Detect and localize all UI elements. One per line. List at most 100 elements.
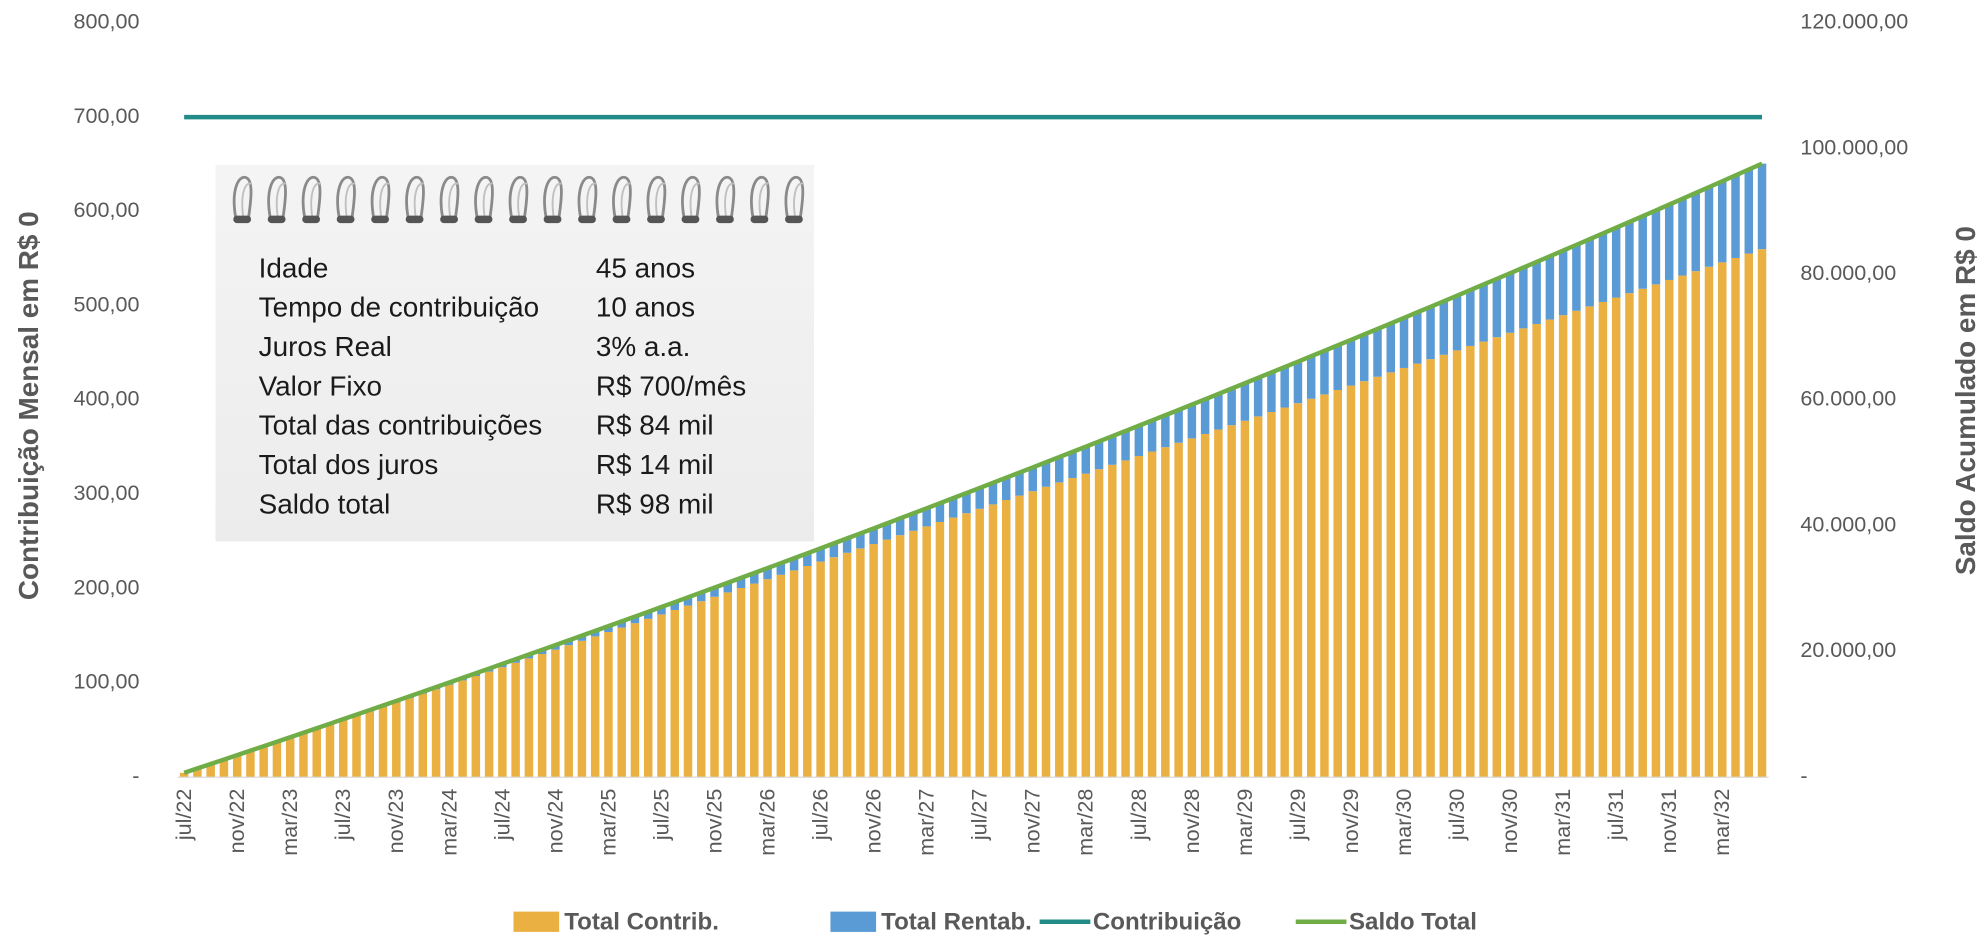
bar [630,616,640,624]
bar [895,535,905,778]
y-tick-label: 600,00 [74,197,140,222]
bar [219,759,229,778]
bar [1492,337,1502,778]
bar [1346,339,1356,386]
x-tick-label: nov/31 [1656,789,1681,854]
bar [1757,249,1767,778]
bar [1280,367,1289,408]
bar [1439,301,1449,355]
bar [1055,457,1064,483]
y2-tick-label: 60.000,00 [1800,386,1896,411]
bar [882,539,892,778]
x-tick-label: mar/32 [1709,789,1734,856]
ring [681,176,701,219]
y-tick-label: 500,00 [74,291,140,316]
bar [842,552,852,778]
bar [975,487,984,509]
bar [1134,455,1144,778]
ring [301,176,322,219]
x-tick-label: jul/23 [330,789,355,842]
bar [935,503,945,522]
ring-hole [578,215,596,224]
ring [405,176,425,219]
bar [1293,403,1303,778]
bar [1691,192,1700,272]
x-tick-label: mar/25 [595,789,620,856]
bar [1664,204,1674,280]
ring [551,182,562,219]
bar [1306,398,1316,778]
ring [508,176,529,219]
x-tick-label: mar/29 [1232,789,1257,856]
x-tick-label: mar/27 [914,789,939,856]
info-label: Valor Fixo [259,370,382,401]
x-tick-label: mar/28 [1073,789,1098,856]
ring [379,182,390,219]
info-label: Total das contribuições [259,410,543,441]
bar [193,768,202,778]
bar [1359,334,1369,382]
bar [856,548,865,778]
bar [1413,363,1422,778]
bar [272,742,282,778]
ring-hole [750,215,769,224]
bar [1545,319,1555,778]
x-tick-label: jul/30 [1444,789,1469,842]
ring-hole [716,215,734,224]
bar [763,579,772,778]
bar [458,680,467,778]
bar [1691,271,1700,778]
bar [1227,425,1236,778]
legend-label: Total Rentab. [881,908,1032,935]
bar [710,587,719,597]
bar [1572,244,1581,311]
ring-hole [336,215,355,224]
bar [617,627,626,778]
y-tick-label: 100,00 [74,669,140,694]
bar [1068,477,1077,778]
bar [750,572,759,584]
y-tick-label: 400,00 [74,386,140,411]
x-tick-label: jul/26 [808,789,833,842]
bar [988,482,998,505]
legend-label: Total Contrib. [564,908,719,935]
bar [378,706,388,778]
ring [336,176,356,219]
info-value: 45 anos [596,252,695,283]
bar [471,676,481,778]
bar [1651,210,1661,285]
bar [1492,278,1502,338]
ring [750,176,770,219]
bar [643,611,653,619]
bar [1001,477,1011,500]
bar [339,720,348,778]
ring-hole [302,215,321,224]
plot-area [179,114,1767,778]
bar [922,526,931,778]
bar [590,636,600,778]
info-label: Juros Real [259,331,392,362]
bar [1200,433,1210,778]
bar [1678,275,1687,778]
bar [1001,499,1011,778]
x-tick-label: jul/25 [648,789,673,842]
bar [1452,295,1462,351]
bar [1320,394,1329,778]
bar [1399,317,1409,368]
bar [988,504,998,778]
bar [1068,451,1077,478]
ring [577,176,598,219]
bar [1598,233,1608,302]
bar [405,698,414,778]
x-tick-label: jul/31 [1603,789,1628,842]
bar [617,621,626,628]
bar [789,570,799,778]
bar [723,592,733,778]
ring [344,182,355,219]
bar [1280,407,1289,778]
bar [604,632,613,778]
bar [895,518,905,536]
bar [1505,273,1515,333]
bar [803,553,812,566]
